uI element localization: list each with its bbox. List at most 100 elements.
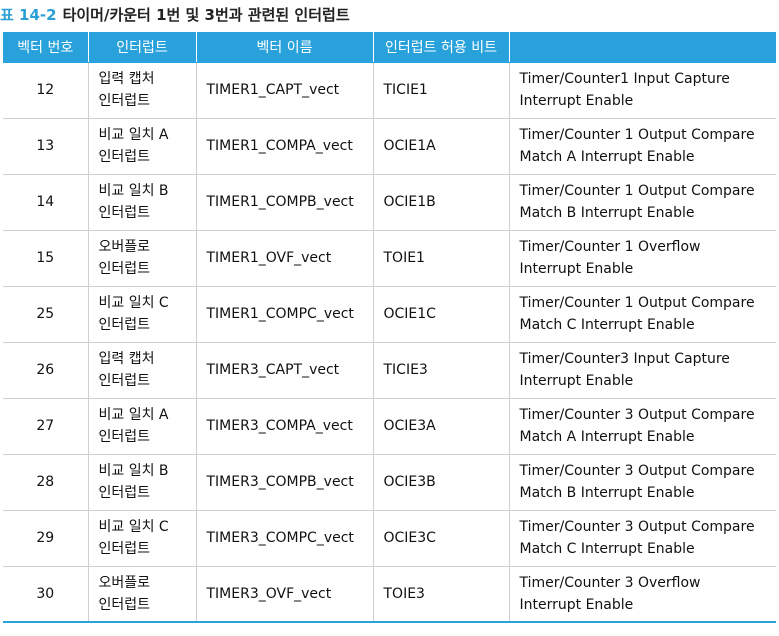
description-cell-line: Match C Interrupt Enable bbox=[519, 317, 695, 333]
vector-number-cell: 15 bbox=[3, 230, 89, 287]
enable-bit-cell: OCIE1A bbox=[373, 118, 510, 175]
table-row: 14 비교 일치 B 인터럽트 TIMER1_COMPB_vect OCIE1B Time… bbox=[3, 174, 776, 231]
interrupt-cell: 비교 일치 C 인터럽트 bbox=[88, 510, 197, 567]
description-cell: Timer/Counter 3 Output Compare Match A In… bbox=[509, 398, 776, 455]
description-cell-line: Timer/Counter 3 Output Compare bbox=[519, 407, 755, 423]
description-cell-line: Interrupt Enable bbox=[519, 93, 634, 109]
description-cell: Timer/Counter3 Input Capture Interrupt En… bbox=[509, 342, 776, 399]
description-cell-line: Timer/Counter 1 Output Compare bbox=[519, 295, 755, 311]
description-cell-line: Timer/Counter 1 Overflow bbox=[519, 239, 701, 255]
interrupt-cell-line: 인터럽트 bbox=[98, 93, 151, 109]
description-cell: Timer/Counter 3 Output Compare Match B In… bbox=[509, 454, 776, 511]
vector-name-cell: TIMER3_COMPA_vect bbox=[196, 398, 374, 455]
description-cell-line: Timer/Counter 1 Output Compare bbox=[519, 127, 755, 143]
interrupt-cell: 입력 캡처 인터럽트 bbox=[88, 342, 197, 399]
interrupt-cell-line: 비교 일치 B bbox=[98, 463, 169, 479]
table-row: 26 입력 캡처 인터럽트 TIMER3_CAPT_vect TICIE3 Timer/C… bbox=[3, 342, 776, 399]
interrupt-cell-line: 오버플로 bbox=[98, 574, 151, 591]
vector-number-cell: 14 bbox=[3, 174, 89, 231]
table-row: 30 오버플로 인터럽트 TIMER3_OVF_vect TOIE3 Timer/Coun… bbox=[3, 566, 776, 623]
vector-name-cell: TIMER3_CAPT_vect bbox=[196, 342, 374, 399]
vector-name-cell: TIMER1_OVF_vect bbox=[196, 230, 374, 287]
description-cell: Timer/Counter 3 Output Compare Match C In… bbox=[509, 510, 776, 567]
header-row: 벡터 번호 인터럽트 벡터 이름 인터럽트 허용 비트 bbox=[3, 32, 776, 63]
enable-bit-cell: OCIE3A bbox=[373, 398, 510, 455]
description-cell-line: Interrupt Enable bbox=[519, 373, 634, 389]
vector-number-cell: 13 bbox=[3, 118, 89, 175]
enable-bit-cell: OCIE1C bbox=[373, 286, 510, 343]
vector-name-cell: TIMER3_COMPC_vect bbox=[196, 510, 374, 567]
vector-number-cell: 28 bbox=[3, 454, 89, 511]
interrupt-cell-line: 비교 일치 C bbox=[98, 519, 169, 535]
header-description bbox=[509, 32, 776, 63]
interrupt-cell-line: 비교 일치 B bbox=[98, 183, 169, 199]
vector-name-cell: TIMER1_COMPC_vect bbox=[196, 286, 374, 343]
interrupt-cell-line: 비교 일치 A bbox=[98, 407, 169, 423]
description-cell: Timer/Counter1 Input Capture Interrupt En… bbox=[509, 62, 776, 119]
interrupt-cell: 입력 캡처 인터럽트 bbox=[88, 62, 197, 119]
description-cell: Timer/Counter 1 Output Compare Match A In… bbox=[509, 118, 776, 175]
table-row: 15 오버플로 인터럽트 TIMER1_OVF_vect TOIE1 Timer/Coun… bbox=[3, 230, 776, 287]
header-vector-number: 벡터 번호 bbox=[3, 32, 89, 63]
header-interrupt: 인터럽트 bbox=[88, 32, 197, 63]
enable-bit-cell: TICIE3 bbox=[373, 342, 510, 399]
vector-name-cell: TIMER1_COMPB_vect bbox=[196, 174, 374, 231]
interrupt-cell-line: 인터럽트 bbox=[98, 261, 151, 277]
header-vector-name: 벡터 이름 bbox=[196, 32, 374, 63]
vector-name-cell: TIMER1_CAPT_vect bbox=[196, 62, 374, 119]
description-cell: Timer/Counter 1 Output Compare Match C In… bbox=[509, 286, 776, 343]
enable-bit-cell: TICIE1 bbox=[373, 62, 510, 119]
interrupt-cell: 비교 일치 C 인터럽트 bbox=[88, 286, 197, 343]
interrupt-cell-line: 인터럽트 bbox=[98, 485, 151, 501]
table-caption: 표 14-2 타이머/카운터 1번 및 3번과 관련된 인터럽트 bbox=[0, 3, 350, 27]
table-row: 12 입력 캡처 인터럽트 TIMER1_CAPT_vect TICIE1 Timer/C… bbox=[3, 62, 776, 119]
description-cell-line: Timer/Counter 3 Output Compare bbox=[519, 519, 755, 535]
table-body: 12 입력 캡처 인터럽트 TIMER1_CAPT_vect TICIE1 Timer/C… bbox=[3, 62, 776, 623]
description-cell-line: Timer/Counter3 Input Capture bbox=[519, 351, 730, 367]
table-row: 13 비교 일치 A 인터럽트 TIMER1_COMPA_vect OCIE1A Time… bbox=[3, 118, 776, 175]
header-enable-bit: 인터럽트 허용 비트 bbox=[373, 32, 510, 63]
interrupt-cell-line: 인터럽트 bbox=[98, 541, 151, 557]
description-cell-line: Match B Interrupt Enable bbox=[519, 205, 695, 221]
vector-number-cell: 26 bbox=[3, 342, 89, 399]
interrupt-cell: 비교 일치 A 인터럽트 bbox=[88, 398, 197, 455]
vector-name-cell: TIMER3_OVF_vect bbox=[196, 566, 374, 623]
interrupt-cell: 비교 일치 B 인터럽트 bbox=[88, 454, 197, 511]
enable-bit-cell: TOIE3 bbox=[373, 566, 510, 623]
interrupt-cell-line: 인터럽트 bbox=[98, 317, 151, 333]
interrupt-table: 벡터 번호 인터럽트 벡터 이름 인터럽트 허용 비트 12 입력 캡처 인터럽트 T… bbox=[3, 32, 776, 623]
vector-number-cell: 30 bbox=[3, 566, 89, 623]
interrupt-cell: 비교 일치 A 인터럽트 bbox=[88, 118, 197, 175]
table-row: 28 비교 일치 B 인터럽트 TIMER3_COMPB_vect OCIE3B Time… bbox=[3, 454, 776, 511]
table-row: 29 비교 일치 C 인터럽트 TIMER3_COMPC_vect OCIE3C Time… bbox=[3, 510, 776, 567]
table-row: 27 비교 일치 A 인터럽트 TIMER3_COMPA_vect OCIE3A Time… bbox=[3, 398, 776, 455]
enable-bit-cell: TOIE1 bbox=[373, 230, 510, 287]
interrupt-cell-line: 인터럽트 bbox=[98, 429, 151, 445]
description-cell: Timer/Counter 3 Overflow Interrupt Enable bbox=[509, 566, 776, 623]
interrupt-cell-line: 인터럽트 bbox=[98, 205, 151, 221]
description-cell-line: Match A Interrupt Enable bbox=[519, 149, 695, 165]
description-cell-line: Timer/Counter 3 Overflow bbox=[519, 574, 701, 591]
description-cell-line: Match C Interrupt Enable bbox=[519, 541, 695, 557]
vector-number-cell: 29 bbox=[3, 510, 89, 567]
vector-number-cell: 12 bbox=[3, 62, 89, 119]
vector-number-cell: 25 bbox=[3, 286, 89, 343]
table-number: 표 14-2 bbox=[0, 6, 57, 24]
interrupt-cell-line: 오버플로 bbox=[98, 239, 151, 255]
description-cell-line: Timer/Counter1 Input Capture bbox=[519, 71, 730, 87]
interrupt-cell-line: 비교 일치 A bbox=[98, 127, 169, 143]
vector-name-cell: TIMER1_COMPA_vect bbox=[196, 118, 374, 175]
description-cell-line: Timer/Counter 1 Output Compare bbox=[519, 183, 755, 199]
interrupt-cell-line: 입력 캡처 bbox=[98, 351, 155, 367]
description-cell-line: Match B Interrupt Enable bbox=[519, 485, 695, 501]
enable-bit-cell: OCIE3C bbox=[373, 510, 510, 567]
description-cell-line: Match A Interrupt Enable bbox=[519, 429, 695, 445]
interrupt-cell-line: 인터럽트 bbox=[98, 596, 151, 613]
description-cell: Timer/Counter 1 Output Compare Match B In… bbox=[509, 174, 776, 231]
interrupt-cell-line: 인터럽트 bbox=[98, 149, 151, 165]
table-title: 타이머/카운터 1번 및 3번과 관련된 인터럽트 bbox=[62, 6, 350, 24]
description-cell-line: Interrupt Enable bbox=[519, 596, 634, 613]
description-cell-line: Interrupt Enable bbox=[519, 261, 634, 277]
